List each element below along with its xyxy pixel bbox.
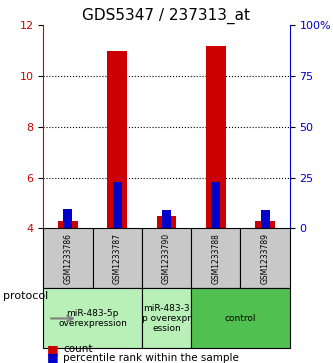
Text: GSM1233786: GSM1233786 <box>63 233 73 284</box>
Text: GSM1233789: GSM1233789 <box>260 233 270 284</box>
Text: ■: ■ <box>47 351 58 363</box>
FancyBboxPatch shape <box>43 228 93 289</box>
Text: GSM1233788: GSM1233788 <box>211 233 220 284</box>
Title: GDS5347 / 237313_at: GDS5347 / 237313_at <box>83 8 250 24</box>
Bar <box>107 51 127 228</box>
Text: miR-483-5p
overexpression: miR-483-5p overexpression <box>58 309 127 328</box>
FancyBboxPatch shape <box>240 228 290 289</box>
Text: control: control <box>225 314 256 323</box>
Text: GSM1233787: GSM1233787 <box>113 233 122 284</box>
FancyBboxPatch shape <box>142 289 191 348</box>
Text: miR-483-3
p overexpr
ession: miR-483-3 p overexpr ession <box>142 303 191 333</box>
Text: GSM1233790: GSM1233790 <box>162 233 171 284</box>
Text: count: count <box>63 344 93 354</box>
FancyBboxPatch shape <box>142 228 191 289</box>
Text: protocol: protocol <box>3 291 49 301</box>
Text: percentile rank within the sample: percentile rank within the sample <box>63 352 239 363</box>
FancyBboxPatch shape <box>191 228 240 289</box>
Bar <box>211 182 220 228</box>
Bar <box>58 221 78 228</box>
FancyBboxPatch shape <box>191 289 290 348</box>
Bar <box>261 210 269 228</box>
Bar <box>64 209 72 228</box>
Bar <box>113 182 122 228</box>
Bar <box>157 216 176 228</box>
Bar <box>255 221 275 228</box>
FancyBboxPatch shape <box>43 289 142 348</box>
Bar <box>162 210 171 228</box>
FancyBboxPatch shape <box>93 228 142 289</box>
Text: ■: ■ <box>47 343 58 356</box>
Bar <box>206 46 226 228</box>
